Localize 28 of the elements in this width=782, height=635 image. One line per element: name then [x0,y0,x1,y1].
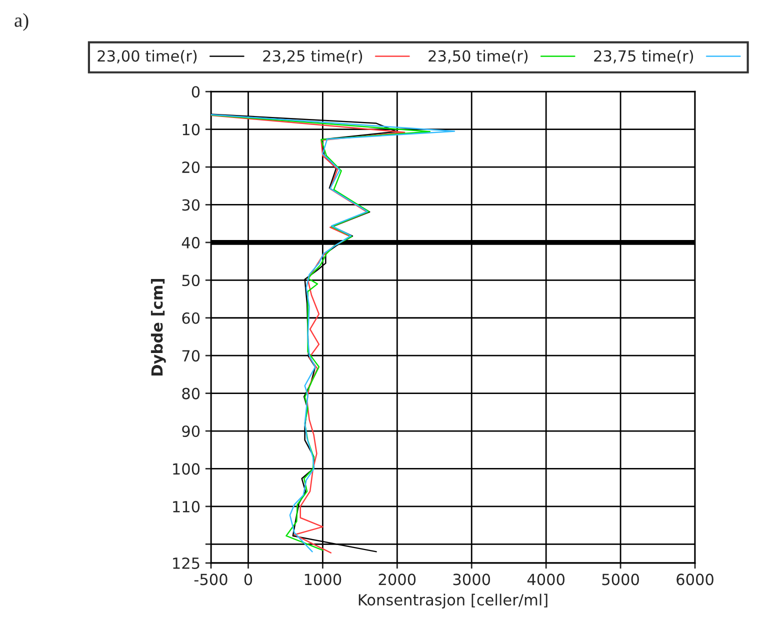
y-tick-label: 90 [182,425,200,438]
x-tick-label: 5000 [602,574,639,586]
x-tick-label: 0 [244,574,252,586]
y-tick-label: 20 [182,161,200,174]
y-tick-label: 70 [182,350,200,362]
y-tick-label: 80 [182,388,200,400]
x-tick-label: 4000 [527,574,565,586]
y-tick-label: 50 [182,274,200,286]
legend-label: 23,50 time(r) [428,50,528,64]
legend-label: 23,25 time(r) [263,50,362,64]
x-tick-label: 2000 [378,574,416,586]
text: a) [14,13,28,31]
y-tick-label: 60 [182,312,200,324]
y-tick-label: 0 [192,86,200,98]
x-tick-label: 3000 [453,574,490,586]
legend-label: 23,00 time(r) [98,50,197,64]
y-tick-label: 30 [182,199,200,211]
x-tick-label: 6000 [676,574,714,586]
y-tick-label: 110 [173,500,200,512]
y-axis-title: Dybde [cm] [150,279,166,376]
x-tick-label: -500 [194,574,228,586]
legend-label: 23,75 time(r) [594,50,694,64]
x-tick-label: 1000 [304,574,342,586]
y-tick-label: 100 [173,463,200,475]
y-tick-label: 10 [182,124,200,136]
y-tick-label: 125 [173,557,200,570]
y-tick-label: 40 [182,236,200,248]
x-axis-title: Konsentrasjon [celler/ml] [358,594,548,609]
